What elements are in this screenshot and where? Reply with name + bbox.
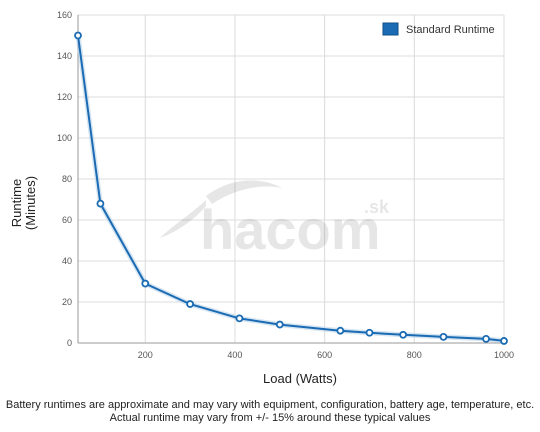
y-tick-label: 40 — [62, 256, 72, 266]
x-tick-label: 200 — [138, 350, 153, 360]
series-layer — [74, 31, 508, 345]
data-point — [399, 330, 408, 339]
data-point — [365, 328, 374, 337]
series-line-shadow — [75, 35, 505, 344]
y-axis-title-line: Runtime — [9, 179, 24, 227]
runtime-chart: hacom .sk 0 20 40 60 80 100 120 140 160 200 400 600… — [9, 10, 514, 386]
y-tick-label: 80 — [62, 174, 72, 184]
y-tick-label: 100 — [57, 133, 72, 143]
data-point — [186, 300, 195, 308]
data-point — [336, 326, 345, 335]
legend-label: Standard Runtime — [406, 24, 495, 36]
legend: Standard Runtime — [382, 22, 495, 36]
data-point — [275, 320, 284, 329]
grid-layer — [78, 14, 505, 344]
axes: 0 20 40 60 80 100 120 140 160 200 400 600 800 1000 — [57, 10, 514, 360]
y-axis-title-line: (Minutes) — [23, 176, 38, 230]
y-tick-label: 0 — [67, 338, 72, 348]
data-point — [235, 314, 244, 323]
x-tick-label: 800 — [407, 350, 422, 360]
data-point — [74, 31, 82, 40]
y-tick-label: 60 — [62, 215, 72, 225]
data-point — [439, 332, 448, 341]
data-point — [482, 334, 490, 343]
legend-swatch — [382, 22, 399, 36]
y-tick-label: 120 — [57, 92, 72, 102]
data-point — [500, 337, 508, 345]
data-point — [96, 199, 105, 208]
x-tick-label: 600 — [317, 350, 332, 360]
data-point — [141, 279, 150, 288]
y-tick-label: 160 — [57, 10, 72, 20]
series-line — [77, 35, 505, 342]
footnote-line-1: Battery runtimes are approximate and may… — [5, 399, 535, 411]
y-tick-label: 140 — [57, 51, 72, 61]
svg-text:.sk: .sk — [364, 197, 390, 217]
x-tick-label: 1000 — [494, 350, 514, 360]
y-axis-title: Runtime(Minutes) — [9, 176, 38, 230]
watermark-logo: hacom .sk — [160, 180, 390, 261]
x-axis-title: Load (Watts) — [263, 371, 337, 386]
footnote-line-2: Actual runtime may vary from +/- 15% aro… — [109, 412, 431, 424]
x-tick-label: 400 — [227, 350, 242, 360]
svg-text:hacom: hacom — [200, 198, 381, 261]
axis-titles: Load (Watts) Runtime(Minutes) — [9, 176, 337, 386]
y-tick-label: 20 — [62, 297, 72, 307]
